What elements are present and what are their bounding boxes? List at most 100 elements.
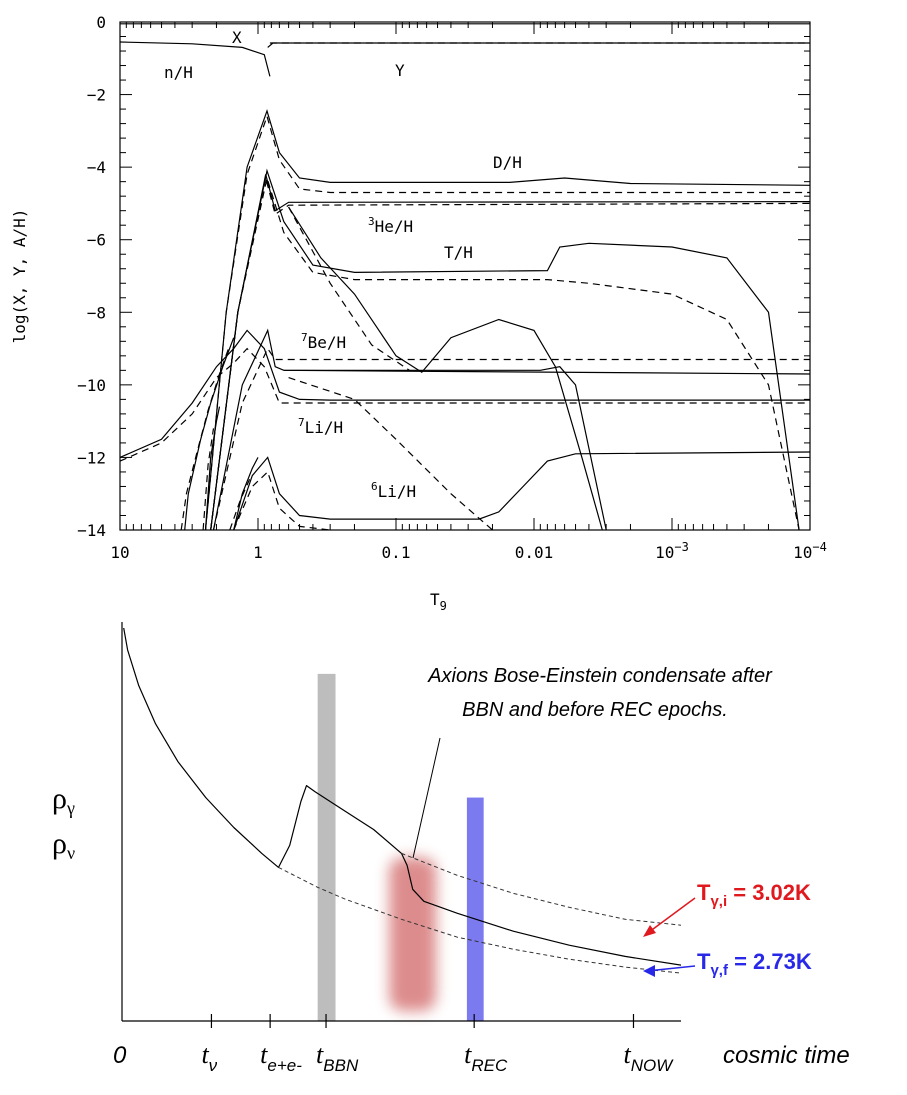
tick-label-base: t bbox=[201, 1040, 209, 1069]
tick-label-base: t bbox=[464, 1040, 472, 1069]
y-tick-label: −4 bbox=[87, 158, 106, 177]
y-tick-label: −8 bbox=[87, 303, 106, 322]
x-tick-label-base: 10 bbox=[655, 543, 674, 562]
legend-text-final: Tγ,f = 2.73K bbox=[697, 949, 812, 979]
rho-nu-base: ρ bbox=[52, 827, 67, 860]
y-tick-label: −6 bbox=[87, 231, 106, 250]
band-rec bbox=[466, 797, 484, 1021]
bottom-x-tick-labels: tν te+e-tBBN tREC tNOW bbox=[201, 1040, 674, 1075]
legend-text-initial: Tγ,i = 3.02K bbox=[697, 880, 811, 910]
curve-rho_gamma bbox=[123, 627, 682, 966]
annotation-be7-h: 7Be/H bbox=[301, 331, 346, 352]
legend-initial-base: T bbox=[697, 880, 711, 905]
rho-nu-sub: ν bbox=[67, 843, 75, 863]
top-x-axis-label-main: T bbox=[430, 590, 440, 609]
series-line bbox=[119, 41, 271, 77]
legend-final-sub: γ,f bbox=[710, 962, 729, 979]
x-tick-label: 1 bbox=[253, 543, 263, 562]
bottom-x-ticks bbox=[210, 1014, 635, 1028]
top-axis-ticks bbox=[120, 21, 811, 530]
curve-rho_gamma_no_bec bbox=[401, 852, 682, 926]
annotation-d-h: D/H bbox=[493, 153, 522, 172]
series-line bbox=[119, 329, 810, 458]
tick-label-ee: te+e- bbox=[260, 1040, 302, 1075]
annotation-li7-sup: 7 bbox=[298, 416, 305, 429]
series-line bbox=[288, 377, 493, 531]
curve-rho_nu bbox=[278, 866, 682, 974]
series-line bbox=[267, 42, 810, 48]
legend-initial-sub: γ,i bbox=[710, 893, 727, 910]
legend-arrowhead-initial bbox=[643, 925, 656, 937]
tick-label-sub: ν bbox=[209, 1056, 218, 1075]
tick-label-base: t bbox=[316, 1040, 324, 1069]
annotation-he3-sup: 3 bbox=[368, 215, 375, 228]
x-tick-label: 10−4 bbox=[793, 540, 827, 562]
x-tick-label: 10−3 bbox=[655, 540, 689, 562]
series-line bbox=[204, 108, 811, 531]
bbn-abundance-chart: 10 1 0.1 0.01 10−3 10−4 0−2−4−6−8−10−12−14 lo… bbox=[10, 13, 827, 613]
series-line bbox=[202, 428, 215, 531]
annotation-li7-h: 7Li/H bbox=[298, 416, 343, 437]
rho-gamma-base: ρ bbox=[52, 782, 67, 815]
tick-label-now: tNOW bbox=[623, 1040, 674, 1075]
series-line bbox=[212, 328, 811, 531]
annotation-li7-text: Li/H bbox=[305, 418, 344, 437]
legend-arrowhead-final bbox=[643, 965, 655, 977]
series-line bbox=[204, 406, 221, 531]
tick-label-base: t bbox=[623, 1040, 631, 1069]
series-line bbox=[283, 366, 607, 531]
annotation-li6-text: Li/H bbox=[378, 482, 417, 501]
legend-final-base: T bbox=[697, 949, 711, 974]
band-axion bbox=[389, 857, 437, 1011]
series-line bbox=[233, 470, 331, 531]
top-plot-frame bbox=[119, 21, 811, 531]
y-tick-label: −10 bbox=[77, 376, 106, 395]
abundance-series bbox=[119, 23, 811, 531]
top-y-tick-labels: 0 −2 −4 −6 −8 −10 −12 −14 bbox=[77, 13, 106, 540]
y-tick-label: 0 bbox=[96, 13, 106, 32]
series-line bbox=[204, 114, 810, 531]
x-tick-label: 0.01 bbox=[515, 543, 554, 562]
top-x-tick-labels: 10 1 0.1 0.01 10−3 10−4 bbox=[110, 540, 826, 562]
series-line bbox=[212, 347, 810, 531]
series-line bbox=[210, 174, 811, 531]
axion-annotation-line-1: Axions Bose-Einstein condensate after bbox=[427, 665, 773, 687]
legend-initial-value: = 3.02K bbox=[727, 880, 811, 905]
annotation-li6-sup: 6 bbox=[371, 480, 378, 493]
top-x-axis-label-sub: 9 bbox=[440, 599, 447, 613]
annotation-be7-sup: 7 bbox=[301, 331, 308, 344]
series-line bbox=[210, 175, 800, 531]
series-line bbox=[119, 347, 810, 462]
cosmic-density-schematic: tν te+e-tBBN tREC tNOW 0 cosmic time ργ ρν … bbox=[52, 622, 850, 1075]
tick-label-rec: tREC bbox=[464, 1040, 508, 1075]
annotation-x: X bbox=[232, 28, 242, 47]
top-y-axis-label: log(X, Y, A/H) bbox=[10, 209, 29, 344]
tick-label-nu: tν bbox=[201, 1040, 217, 1075]
series-line bbox=[180, 344, 231, 531]
rho-gamma-label: ργ bbox=[52, 782, 75, 818]
tick-label-sub: BBN bbox=[323, 1056, 359, 1075]
axion-annotation-pointer bbox=[412, 737, 441, 859]
axion-annotation-line-2: BBN and before REC epochs. bbox=[462, 699, 728, 721]
tick-label-sub: NOW bbox=[631, 1056, 675, 1075]
series-line bbox=[233, 451, 811, 531]
tick-label-bbn: tBBN bbox=[316, 1040, 359, 1075]
annotation-li6-h: 6Li/H bbox=[371, 480, 416, 501]
rho-nu-label: ρν bbox=[52, 827, 75, 863]
series-line bbox=[233, 457, 259, 531]
top-x-axis-label: T9 bbox=[430, 590, 447, 613]
annotation-n-h: n/H bbox=[164, 63, 193, 82]
x-tick-label: 0.1 bbox=[382, 543, 411, 562]
y-tick-label: −2 bbox=[87, 86, 106, 105]
series-line bbox=[288, 206, 603, 531]
annotation-be7-text: Be/H bbox=[308, 333, 347, 352]
annotation-t-h: T/H bbox=[444, 243, 473, 262]
series-line bbox=[229, 478, 251, 531]
x-tick-label-exp: −4 bbox=[812, 540, 826, 554]
x-tick-label-exp: −3 bbox=[674, 540, 688, 554]
rho-gamma-sub: γ bbox=[66, 798, 75, 818]
series-line bbox=[210, 177, 811, 531]
annotation-he3-h: 3He/H bbox=[368, 215, 413, 236]
annotation-he3-text: He/H bbox=[375, 217, 414, 236]
